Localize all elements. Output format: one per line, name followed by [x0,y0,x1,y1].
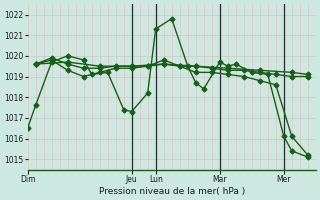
X-axis label: Pression niveau de la mer( hPa ): Pression niveau de la mer( hPa ) [99,187,245,196]
